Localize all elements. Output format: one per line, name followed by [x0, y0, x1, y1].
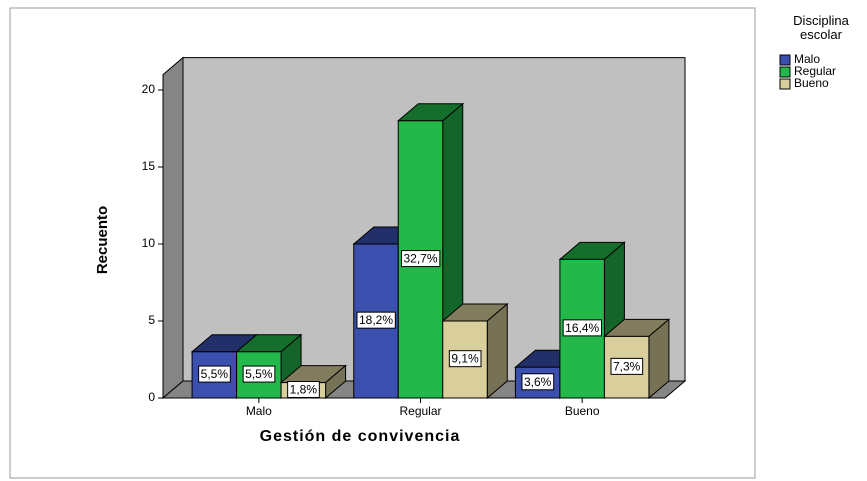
value-label: 16,4% — [565, 321, 599, 335]
legend-swatch — [779, 78, 791, 90]
y-tick-label: 0 — [148, 390, 155, 404]
value-label: 18,2% — [359, 313, 393, 327]
legend-swatch — [779, 66, 791, 78]
y-tick-label: 5 — [148, 313, 155, 327]
left-wall — [162, 56, 184, 400]
x-tick-label: Regular — [399, 404, 441, 418]
y-tick-label: 10 — [142, 236, 156, 250]
value-label: 32,7% — [403, 252, 437, 266]
value-label: 7,3% — [613, 359, 641, 373]
legend-label: Regular — [794, 64, 836, 78]
y-axis-label: Recuento — [94, 206, 111, 274]
value-label-box — [562, 319, 603, 337]
value-label-box — [610, 357, 644, 375]
value-label-box — [356, 311, 396, 329]
value-label: 5,5% — [245, 367, 273, 381]
legend-swatch — [779, 54, 791, 66]
value-label: 5,5% — [201, 367, 229, 381]
value-label-box — [400, 250, 441, 268]
value-label-box — [198, 365, 231, 383]
x-tick-label: Bueno — [565, 404, 600, 418]
value-label: 3,6% — [524, 375, 552, 389]
value-label: 9,1% — [451, 352, 479, 366]
legend-title: Disciplina escolar — [793, 13, 849, 42]
y-tick-label: 20 — [142, 82, 156, 96]
value-label: 1,8% — [290, 382, 318, 396]
legend-label: Malo — [794, 52, 820, 66]
y-tick-label: 15 — [142, 159, 156, 173]
value-label-box — [242, 365, 276, 383]
value-label-box — [448, 350, 482, 368]
bar-side — [486, 302, 508, 400]
x-axis-label: Gestión de convivencia — [260, 428, 461, 445]
value-label-box — [287, 380, 320, 398]
frame — [9, 7, 756, 479]
x-tick-label: Malo — [246, 404, 272, 418]
legend-label: Bueno — [794, 76, 829, 90]
value-label-box — [521, 373, 555, 391]
